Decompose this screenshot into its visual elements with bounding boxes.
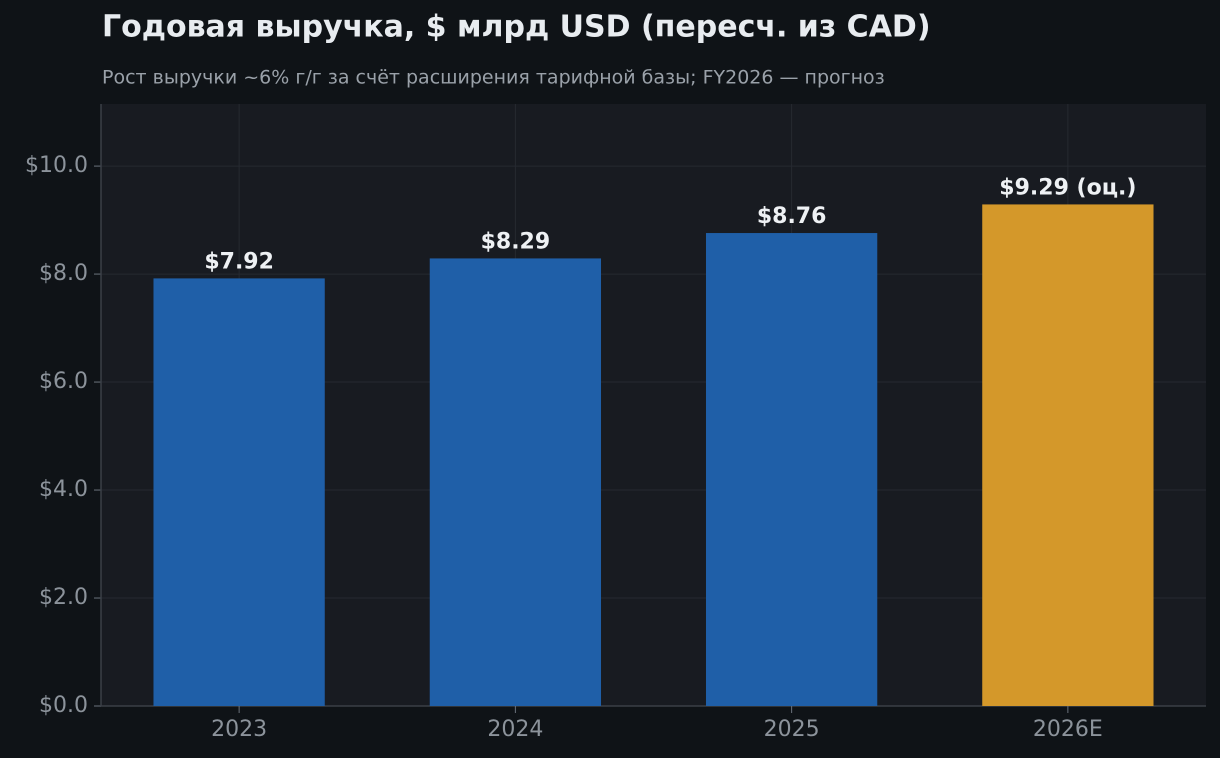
bar bbox=[429, 258, 602, 706]
chart-subtitle: Рост выручки ~6% г/г за счёт расширения … bbox=[102, 67, 885, 89]
y-tick-label: $2.0 bbox=[39, 585, 88, 610]
value-label: $8.76 bbox=[757, 204, 827, 229]
bar bbox=[705, 233, 878, 706]
bar bbox=[982, 204, 1154, 706]
y-tick-label: $8.0 bbox=[39, 261, 88, 286]
chart-title: Годовая выручка, $ млрд USD (пересч. из … bbox=[102, 10, 931, 45]
y-tick-label: $0.0 bbox=[39, 693, 88, 718]
y-tick-label: $4.0 bbox=[39, 477, 88, 502]
x-tick-label: 2025 bbox=[764, 717, 820, 742]
y-tick-label: $10.0 bbox=[25, 153, 88, 178]
bar bbox=[153, 278, 325, 706]
value-label: $7.92 bbox=[204, 249, 274, 274]
x-tick-label: 2023 bbox=[211, 717, 267, 742]
x-tick-label: 2026E bbox=[1033, 717, 1103, 742]
x-tick-label: 2024 bbox=[487, 717, 543, 742]
y-tick-label: $6.0 bbox=[39, 369, 88, 394]
value-label: $8.29 bbox=[481, 229, 551, 254]
value-label: $9.29 (оц.) bbox=[999, 175, 1136, 200]
